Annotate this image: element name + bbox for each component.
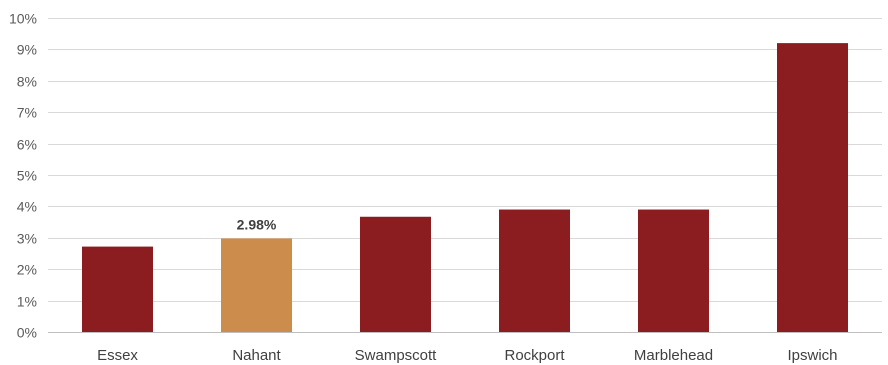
y-tick-label: 5% [17,168,37,184]
x-category-label: Essex [97,347,138,364]
y-tick-label: 8% [17,74,37,90]
bar-essex [82,246,153,332]
y-tick-label: 7% [17,105,37,121]
gridlines [48,18,882,333]
x-axis-category-labels: Essex Nahant Swampscott Rockport Marblehead I… [97,347,837,364]
data-label-nahant: 2.98% [237,216,277,232]
x-category-label: Marblehead [634,347,713,364]
bar-swampscott [360,216,431,332]
bar-rockport [499,209,570,332]
bars [82,43,848,333]
y-tick-label: 1% [17,294,37,310]
y-tick-label: 6% [17,137,37,153]
x-category-label: Swampscott [355,347,438,364]
x-category-label: Ipswich [787,347,837,364]
y-tick-label: 10% [9,11,37,27]
y-tick-label: 9% [17,42,37,58]
y-axis-tick-labels: 0% 1% 2% 3% 4% 5% 6% 7% 8% 9% 10% [9,11,37,341]
bar-marblehead [638,209,709,332]
data-labels: 2.98% [237,216,277,232]
y-tick-label: 4% [17,199,37,215]
bar-nahant [221,238,292,332]
x-category-label: Rockport [504,347,565,364]
y-tick-label: 0% [17,325,37,341]
x-category-label: Nahant [232,347,281,364]
y-tick-label: 2% [17,262,37,278]
y-tick-label: 3% [17,231,37,247]
bar-ipswich [777,43,848,333]
